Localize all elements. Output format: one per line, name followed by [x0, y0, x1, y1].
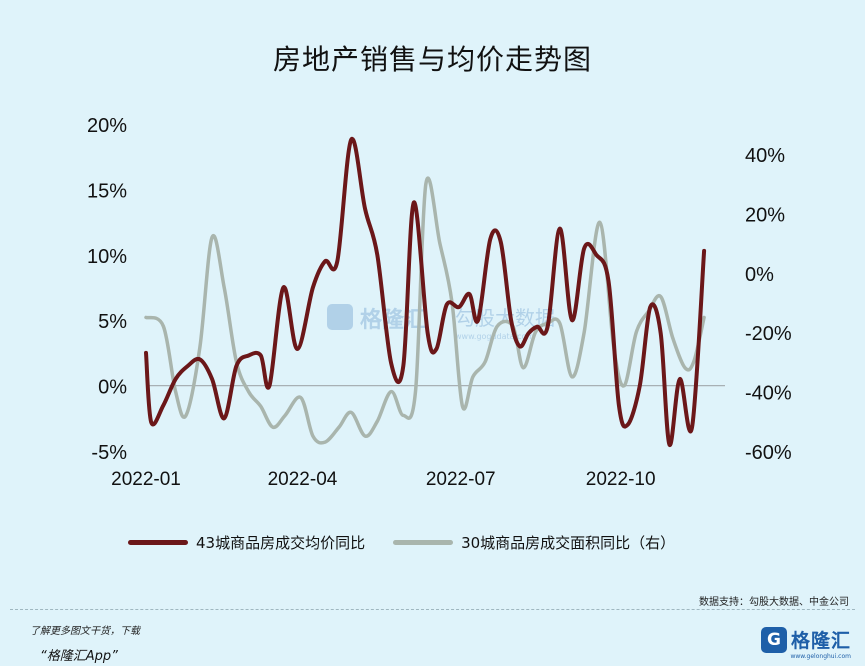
x-tick-label: 2022-07 [426, 469, 496, 490]
footer-note: 了解更多图文干货，下载 [30, 626, 140, 637]
data-source-note: 数据支持：勾股大数据、中金公司 [699, 597, 849, 608]
line-chart: 格隆汇 勾股大数据 www.gogudata.com -5%0%5%10%15%… [87, 115, 792, 490]
brand-logo-icon: G [760, 626, 787, 653]
y-right-tick-label: -20% [745, 323, 792, 345]
watermark-logo-icon [327, 304, 353, 330]
legend-label-price: 43城商品房成交均价同比 [196, 534, 366, 552]
y-left-tick-label: 0% [98, 377, 127, 399]
y-right-tick-label: 20% [745, 204, 785, 226]
y-left-tick-label: 10% [87, 246, 127, 268]
footer-divider [10, 609, 855, 610]
legend-item-price: 43城商品房成交均价同比 [128, 532, 365, 553]
footer-app-name: “格隆汇App” [40, 649, 118, 664]
x-tick-label: 2022-10 [586, 469, 656, 490]
legend-label-area: 30城商品房成交面积同比（右） [461, 534, 676, 552]
series-layer [144, 137, 707, 447]
brand-url: www.gelonghui.com [790, 653, 851, 660]
y-left-tick-label: 5% [98, 311, 127, 333]
y-left-tick-label: 15% [87, 180, 127, 202]
y-right-tick-label: 0% [745, 264, 774, 286]
legend-swatch-price [128, 540, 188, 545]
watermark-brand: 格隆汇 [360, 307, 426, 333]
axes: -5% 0% 5% 10% 15% 20% -60% -40% -20% 0% 20% 40% 2022… [87, 115, 792, 490]
y-right-tick-label: -60% [745, 442, 792, 464]
x-tick-label: 2022-01 [111, 469, 181, 490]
brand-logo: G 格隆汇 www.gelonghui.com [760, 626, 851, 660]
legend: 43城商品房成交均价同比 30城商品房成交面积同比（右） [128, 532, 703, 553]
x-tick-label: 2022-04 [268, 469, 338, 490]
y-right-tick-label: 40% [745, 145, 785, 167]
y-left-tick-label: 20% [87, 115, 127, 137]
series-line-price [144, 137, 707, 447]
legend-item-area: 30城商品房成交面积同比（右） [393, 532, 675, 553]
legend-swatch-area [393, 540, 454, 545]
y-left-tick-label: -5% [91, 442, 127, 464]
y-right-tick-label: -40% [745, 383, 792, 405]
chart-title: 房地产销售与均价走势图 [272, 43, 592, 76]
brand-name: 格隆汇 [790, 630, 851, 652]
